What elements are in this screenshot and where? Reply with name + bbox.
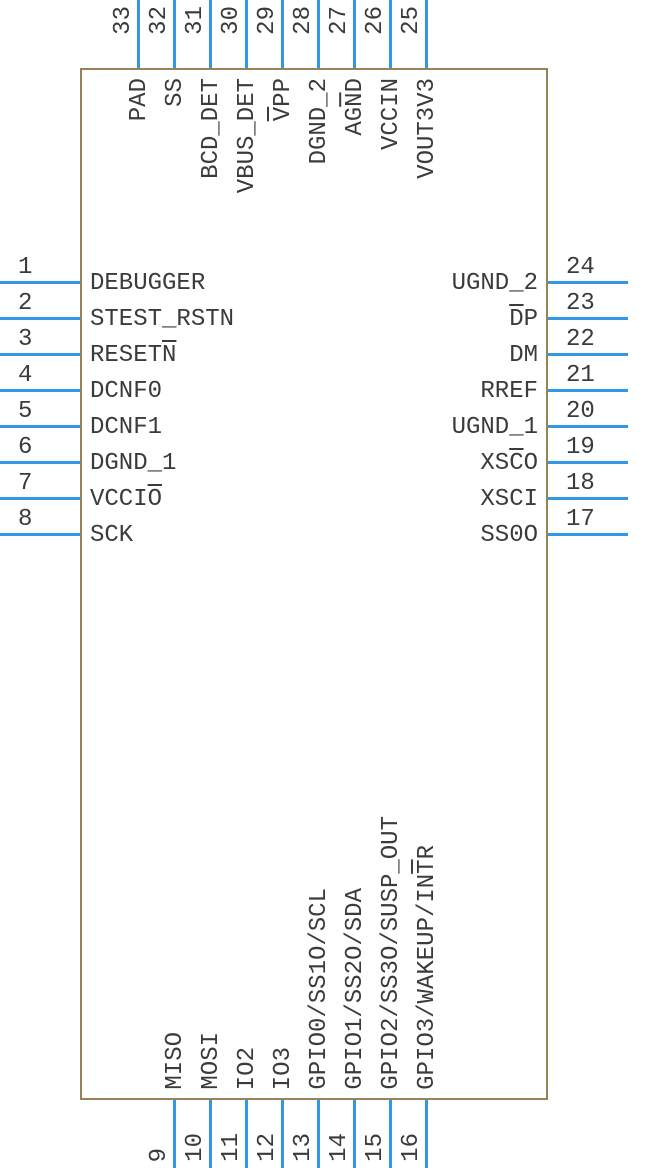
pin-number: 23: [566, 290, 595, 317]
pin-line: [0, 533, 80, 536]
pin-line: [353, 0, 356, 68]
pin-label: AGND: [342, 78, 369, 136]
pin-number: 15: [362, 1133, 389, 1162]
pin-label: DP: [509, 306, 538, 333]
pin-label: IO3: [270, 1047, 297, 1090]
pin-label: BCD_DET: [198, 78, 225, 179]
pin-label: VCCIN: [378, 78, 405, 150]
pin-line: [245, 1100, 248, 1168]
pin-number: 18: [566, 470, 595, 497]
pin-number: 17: [566, 506, 595, 533]
pin-number: 11: [218, 1133, 245, 1162]
pin-label: SS: [162, 78, 189, 107]
pin-line: [425, 1100, 428, 1168]
pin-label: GPIO2/SS3O/SUSP_OUT: [378, 816, 405, 1090]
pin-line: [0, 281, 80, 284]
pin-number: 9: [146, 1148, 173, 1162]
pin-line: [548, 425, 628, 428]
pin-number: 2: [18, 290, 32, 317]
pin-number: 5: [18, 398, 32, 425]
pin-number: 13: [290, 1133, 317, 1162]
pin-number: 21: [566, 362, 595, 389]
pin-number: 4: [18, 362, 32, 389]
pin-label: DCNF0: [90, 378, 162, 405]
pin-label: XSCI: [480, 486, 538, 513]
pin-line: [425, 0, 428, 68]
pin-number: 22: [566, 326, 595, 353]
pin-line: [0, 353, 80, 356]
pin-number: 28: [290, 6, 317, 35]
pin-label: GPIO0/SS1O/SCL: [306, 888, 333, 1090]
pin-line: [0, 317, 80, 320]
pin-label: STEST_RSTN: [90, 306, 234, 333]
pin-line: [209, 0, 212, 68]
pin-line: [281, 0, 284, 68]
pin-line: [173, 0, 176, 68]
pin-number: 16: [398, 1133, 425, 1162]
pin-line: [548, 353, 628, 356]
pin-number: 26: [362, 6, 389, 35]
pin-label: XSCO: [480, 450, 538, 477]
pin-label: RREF: [480, 378, 538, 405]
pin-line: [173, 1100, 176, 1168]
pin-number: 27: [326, 6, 353, 35]
pin-line: [0, 461, 80, 464]
pin-label: VCCIO: [90, 486, 162, 513]
pin-label: SS0O: [480, 522, 538, 549]
pin-number: 25: [398, 6, 425, 35]
pin-label: IO2: [234, 1047, 261, 1090]
pin-label: GPIO3/WAKEUP/INTR: [414, 845, 441, 1090]
pin-line: [548, 497, 628, 500]
pin-line: [0, 497, 80, 500]
pin-label: VOUT3V3: [414, 78, 441, 179]
pin-label: GPIO1/SS2O/SDA: [342, 888, 369, 1090]
pin-number: 20: [566, 398, 595, 425]
pin-line: [0, 425, 80, 428]
pin-line: [389, 0, 392, 68]
pin-number: 1: [18, 254, 32, 281]
pin-label: UGND_2: [452, 270, 538, 297]
pin-line: [317, 1100, 320, 1168]
pin-number: 6: [18, 434, 32, 461]
pin-label: DGND_2: [306, 78, 333, 164]
pin-line: [281, 1100, 284, 1168]
pin-label: MOSI: [198, 1032, 225, 1090]
pin-number: 10: [182, 1133, 209, 1162]
pin-label: VBUS_DET: [234, 78, 261, 193]
pin-label: SCK: [90, 522, 133, 549]
pin-number: 19: [566, 434, 595, 461]
pin-line: [209, 1100, 212, 1168]
pin-label: DCNF1: [90, 414, 162, 441]
pin-label: UGND_1: [452, 414, 538, 441]
pin-line: [137, 0, 140, 68]
pin-line: [548, 317, 628, 320]
pin-number: 12: [254, 1133, 281, 1162]
pin-line: [548, 461, 628, 464]
pin-label: DM: [509, 342, 538, 369]
pin-number: 14: [326, 1133, 353, 1162]
pin-line: [0, 389, 80, 392]
pin-number: 3: [18, 326, 32, 353]
pin-line: [353, 1100, 356, 1168]
pin-label: VPP: [270, 78, 297, 121]
pin-line: [245, 0, 248, 68]
pin-number: 31: [182, 6, 209, 35]
pin-label: PAD: [126, 78, 153, 121]
pin-number: 32: [146, 6, 173, 35]
pin-number: 8: [18, 506, 32, 533]
pin-label: MISO: [162, 1032, 189, 1090]
pin-line: [548, 281, 628, 284]
pin-line: [548, 533, 628, 536]
pin-line: [548, 389, 628, 392]
pin-label: DGND_1: [90, 450, 176, 477]
pin-line: [317, 0, 320, 68]
pin-number: 24: [566, 254, 595, 281]
pin-number: 29: [254, 6, 281, 35]
pin-label: DEBUGGER: [90, 270, 205, 297]
pin-line: [389, 1100, 392, 1168]
pin-label: RESETN: [90, 342, 176, 369]
pin-number: 30: [218, 6, 245, 35]
pin-number: 33: [110, 6, 137, 35]
pin-number: 7: [18, 470, 32, 497]
